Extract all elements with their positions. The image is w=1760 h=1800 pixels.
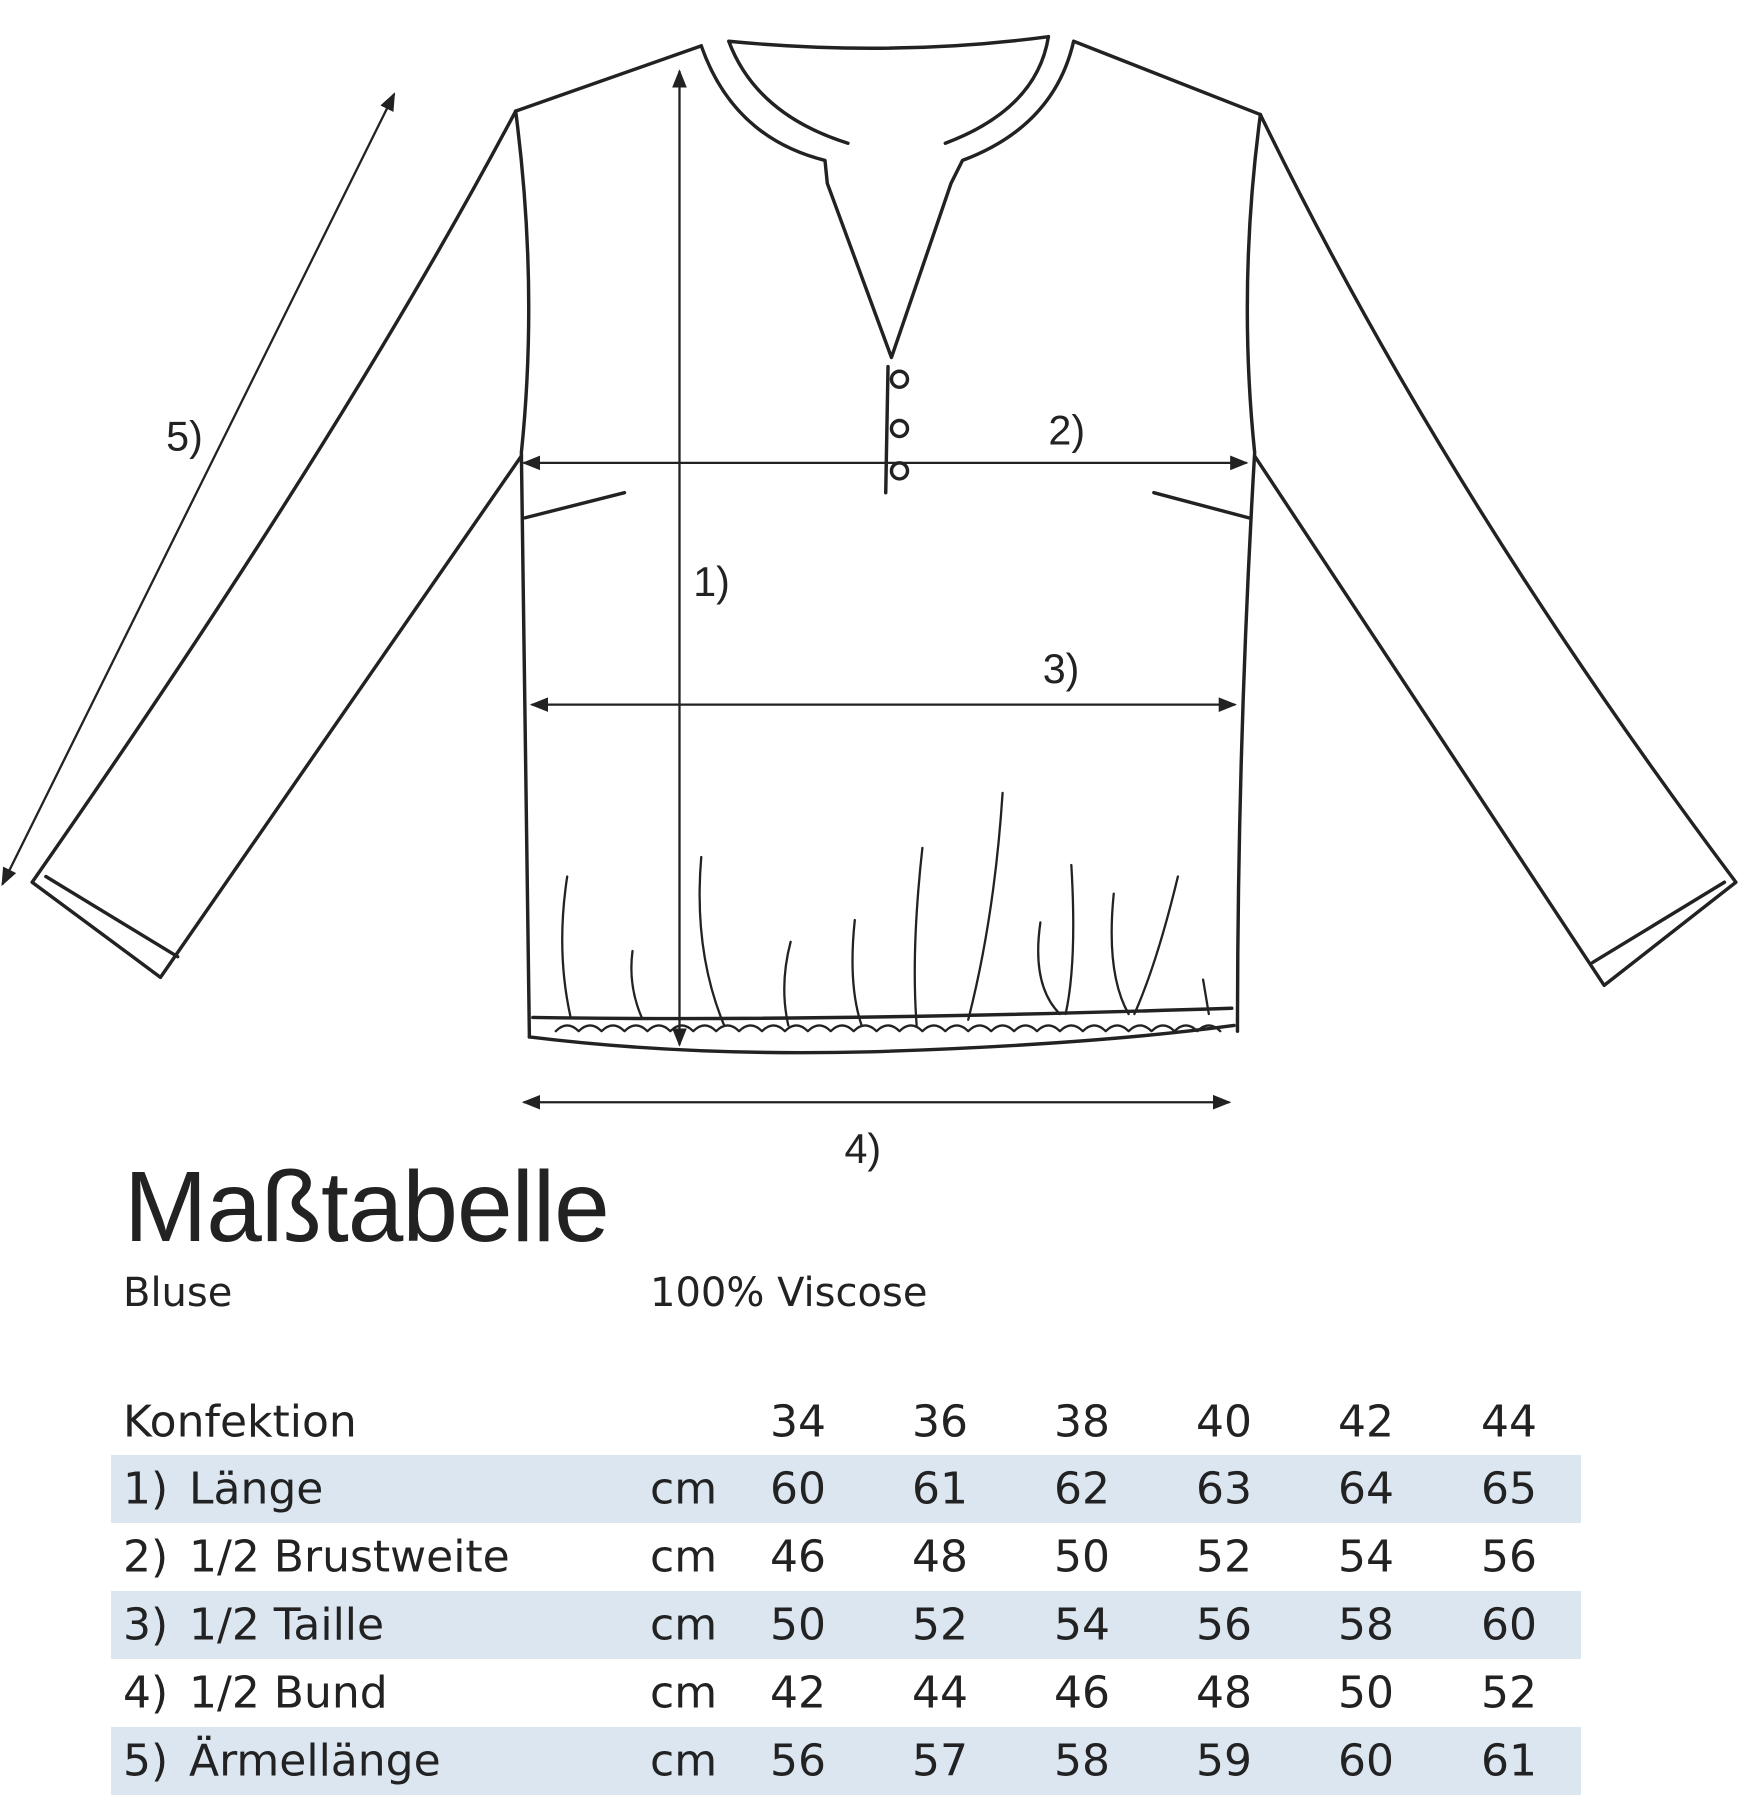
row-value: 52 xyxy=(1481,1667,1537,1719)
row-value: 52 xyxy=(1196,1531,1252,1583)
table-header-row: Konfektion 34 36 38 40 42 44 xyxy=(111,1388,1581,1456)
measure-label-4: 4) xyxy=(844,1126,881,1172)
row-value: 50 xyxy=(1054,1531,1110,1583)
row-value: 48 xyxy=(1196,1667,1252,1719)
row-number: 4) xyxy=(123,1667,169,1719)
row-value: 58 xyxy=(1338,1599,1394,1651)
row-label: Länge xyxy=(189,1463,324,1515)
row-label: 1/2 Taille xyxy=(189,1599,385,1651)
measure-label-3: 3) xyxy=(1043,646,1080,692)
row-value: 44 xyxy=(912,1667,968,1719)
size-header: 38 xyxy=(1054,1396,1110,1448)
size-header: 34 xyxy=(770,1396,826,1448)
row-number: 3) xyxy=(123,1599,169,1651)
row-value: 46 xyxy=(770,1531,826,1583)
gathers xyxy=(554,791,1222,1033)
material: 100% Viscose xyxy=(650,1270,928,1316)
row-value: 54 xyxy=(1338,1531,1394,1583)
table-row: 3) 1/2 Taille cm 50 52 54 56 58 60 xyxy=(111,1591,1581,1659)
row-value: 59 xyxy=(1196,1735,1252,1787)
row-value: 50 xyxy=(770,1599,826,1651)
hem xyxy=(527,1006,1236,1055)
table-row: 1) Länge cm 60 61 62 63 64 65 xyxy=(111,1455,1581,1523)
row-value: 61 xyxy=(1481,1735,1537,1787)
row-label: Ärmellänge xyxy=(189,1735,441,1787)
size-header: 42 xyxy=(1338,1396,1394,1448)
sleeve-right xyxy=(1252,112,1738,988)
button xyxy=(889,418,910,439)
collar xyxy=(699,34,1076,360)
row-value: 56 xyxy=(1481,1531,1537,1583)
table-row: 2) 1/2 Brustweite cm 46 48 50 52 54 56 xyxy=(111,1523,1581,1591)
row-value: 42 xyxy=(770,1667,826,1719)
row-unit: cm xyxy=(650,1463,718,1515)
dart-right xyxy=(1152,490,1251,520)
size-header: 44 xyxy=(1481,1396,1537,1448)
shoulder-right xyxy=(1071,39,1263,117)
row-value: 56 xyxy=(770,1735,826,1787)
measure-arrow-5 xyxy=(1,92,396,887)
row-value: 60 xyxy=(1338,1735,1394,1787)
row-unit: cm xyxy=(650,1667,718,1719)
row-unit: cm xyxy=(650,1735,718,1787)
header-label: Konfektion xyxy=(123,1396,357,1448)
size-header: 36 xyxy=(912,1396,968,1448)
button xyxy=(889,461,910,481)
body-left-side xyxy=(513,109,532,1039)
row-value: 60 xyxy=(1481,1599,1537,1651)
row-value: 63 xyxy=(1196,1463,1252,1515)
row-value: 54 xyxy=(1054,1599,1110,1651)
page-title: Maßtabelle xyxy=(124,1151,610,1263)
placket xyxy=(884,364,890,495)
row-label: 1/2 Bund xyxy=(189,1667,388,1719)
row-value: 46 xyxy=(1054,1667,1110,1719)
row-value: 61 xyxy=(912,1463,968,1515)
row-value: 56 xyxy=(1196,1599,1252,1651)
table-row: 5) Ärmellänge cm 56 57 58 59 60 61 xyxy=(111,1727,1581,1795)
sleeve-left xyxy=(30,109,524,980)
measure-label-5: 5) xyxy=(166,413,203,459)
row-value: 62 xyxy=(1054,1463,1110,1515)
row-value: 50 xyxy=(1338,1667,1394,1719)
measure-label-1: 1) xyxy=(693,559,730,605)
row-number: 2) xyxy=(123,1531,169,1583)
row-value: 64 xyxy=(1338,1463,1394,1515)
row-value: 52 xyxy=(912,1599,968,1651)
row-unit: cm xyxy=(650,1599,718,1651)
product-name: Bluse xyxy=(123,1270,233,1316)
row-label: 1/2 Brustweite xyxy=(189,1531,510,1583)
size-header: 40 xyxy=(1196,1396,1252,1448)
row-value: 58 xyxy=(1054,1735,1110,1787)
row-value: 60 xyxy=(770,1463,826,1515)
row-unit: cm xyxy=(650,1531,718,1583)
body-right-side xyxy=(1235,112,1263,1033)
row-value: 65 xyxy=(1481,1463,1537,1515)
shoulder-left xyxy=(513,44,703,113)
row-value: 48 xyxy=(912,1531,968,1583)
row-number: 5) xyxy=(123,1735,169,1787)
row-number: 1) xyxy=(123,1463,169,1515)
dart-left xyxy=(523,490,627,520)
row-value: 57 xyxy=(912,1735,968,1787)
measure-label-2: 2) xyxy=(1048,408,1085,454)
button xyxy=(889,369,910,389)
table-row: 4) 1/2 Bund cm 42 44 46 48 50 52 xyxy=(111,1659,1581,1727)
